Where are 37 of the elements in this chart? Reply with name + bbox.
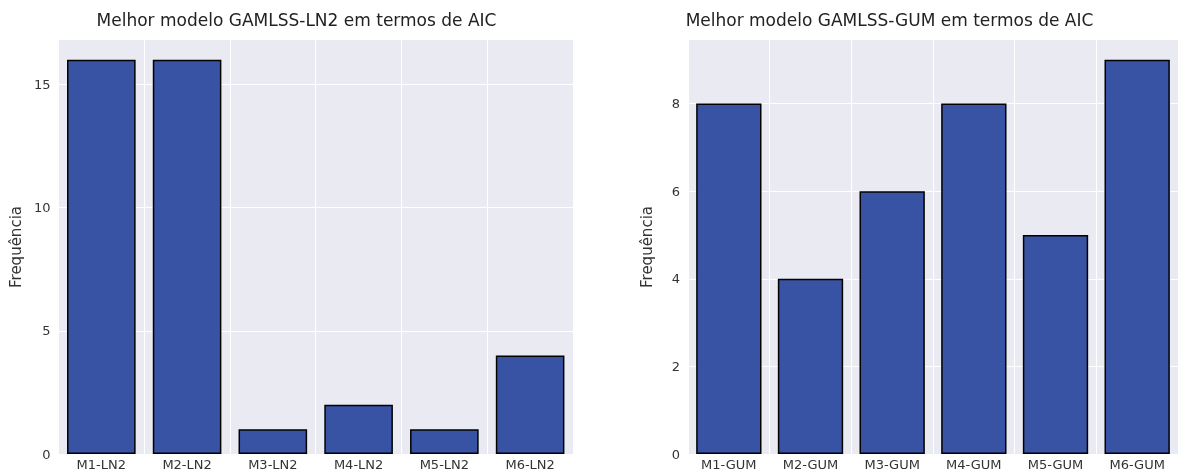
y-tick-label: 2: [671, 358, 680, 374]
bar: [941, 103, 1007, 454]
x-tick-label: M3-LN2: [248, 457, 298, 472]
bar: [1104, 59, 1170, 454]
x-tick-label: M1-LN2: [76, 457, 127, 472]
y-tick-label: 15: [33, 76, 51, 92]
y-tick-label: 10: [33, 200, 51, 216]
y-tick-label: 0: [42, 446, 51, 462]
x-tick-label: M6-GUM: [1109, 457, 1165, 472]
bar: [238, 429, 308, 454]
bar: [859, 191, 925, 454]
y-tick-label: 6: [671, 183, 680, 199]
x-tick-label: M3-GUM: [864, 457, 920, 472]
x-tick-label: M2-GUM: [782, 457, 839, 472]
bar: [324, 404, 393, 454]
x-tick-label: M5-GUM: [1027, 457, 1084, 472]
y-axis-title: Frequência: [637, 206, 656, 288]
x-tick-label: M5-LN2: [419, 457, 470, 472]
x-tick-label: M4-LN2: [333, 457, 384, 472]
bar: [696, 103, 762, 454]
bar: [777, 278, 844, 454]
bar: [410, 429, 479, 454]
bar: [1022, 234, 1089, 454]
bar: [152, 59, 222, 454]
x-tick-label: M2-LN2: [162, 457, 212, 472]
y-tick-label: 5: [42, 323, 51, 339]
x-tick-label: M4-GUM: [946, 457, 1002, 472]
chart-title: Melhor modelo GAMLSS-GUM em termos de AIC: [685, 9, 1094, 30]
y-axis-title: Frequência: [6, 206, 25, 288]
chart-title: Melhor modelo GAMLSS-LN2 em termos de AIC: [96, 9, 497, 30]
y-tick-label: 4: [671, 271, 680, 287]
y-tick-label: 0: [671, 446, 680, 462]
bar: [495, 355, 565, 454]
bar: [67, 59, 136, 454]
x-tick-label: M6-LN2: [505, 457, 555, 472]
x-tick-label: M1-GUM: [701, 457, 757, 472]
y-tick-label: 8: [671, 96, 680, 112]
